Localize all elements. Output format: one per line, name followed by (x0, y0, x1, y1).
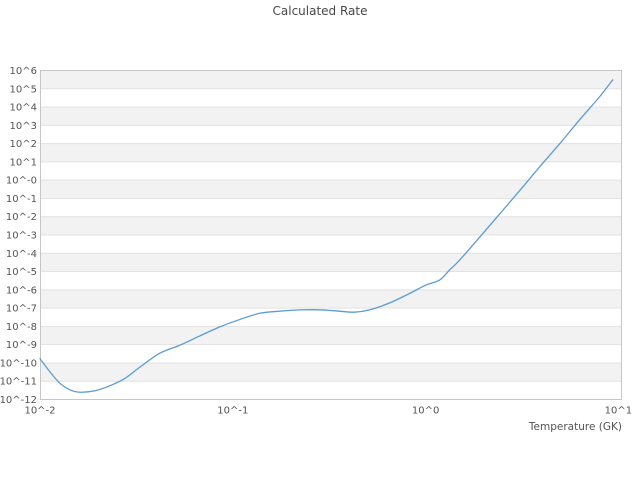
x-tick-label: 10^-1 (217, 406, 248, 417)
y-tick-label: 10^-9 (6, 340, 37, 351)
grid-band (40, 253, 622, 272)
y-tick-label: 10^-10 (0, 358, 37, 369)
grid-band (40, 180, 622, 199)
grid-band (40, 107, 622, 126)
y-tick-label: 10^-7 (6, 304, 37, 315)
grid-band (40, 326, 622, 345)
plot-frame (40, 70, 622, 401)
y-tick-label: 10^3 (10, 121, 37, 132)
y-tick-label: 10^-5 (6, 267, 37, 278)
y-tick-label: 10^5 (10, 84, 37, 95)
y-tick-label: 10^-6 (6, 285, 37, 296)
x-tick-label: 10^0 (412, 406, 439, 417)
y-tick-label: 10^4 (10, 103, 37, 114)
y-tick-label: 10^-11 (0, 377, 37, 388)
rate-curve (39, 79, 614, 393)
y-tick-label: 10^-4 (6, 249, 37, 260)
y-tick-label: 10^-3 (6, 231, 37, 242)
y-tick-label: 10^-1 (6, 194, 37, 205)
grid-band (40, 70, 622, 89)
grid-band (40, 289, 622, 309)
y-tick-label: 10^2 (10, 139, 37, 150)
chart-title: Calculated Rate (272, 4, 368, 18)
y-tick-label: 10^6 (10, 66, 37, 77)
x-tick-label: 10^-2 (24, 406, 55, 417)
y-tick-label: 10^1 (10, 157, 37, 168)
x-axis-label: Temperature (GK) (528, 421, 622, 433)
y-tick-label: 10^-0 (6, 176, 37, 187)
y-tick-label: 10^-12 (0, 395, 37, 406)
grid-band (40, 362, 622, 382)
y-tick-label: 10^-8 (6, 322, 37, 333)
grid-band (40, 143, 622, 162)
x-tick-label: 10^1 (605, 406, 632, 417)
y-tick-label: 10^-2 (6, 212, 37, 223)
grid-band (40, 216, 622, 236)
